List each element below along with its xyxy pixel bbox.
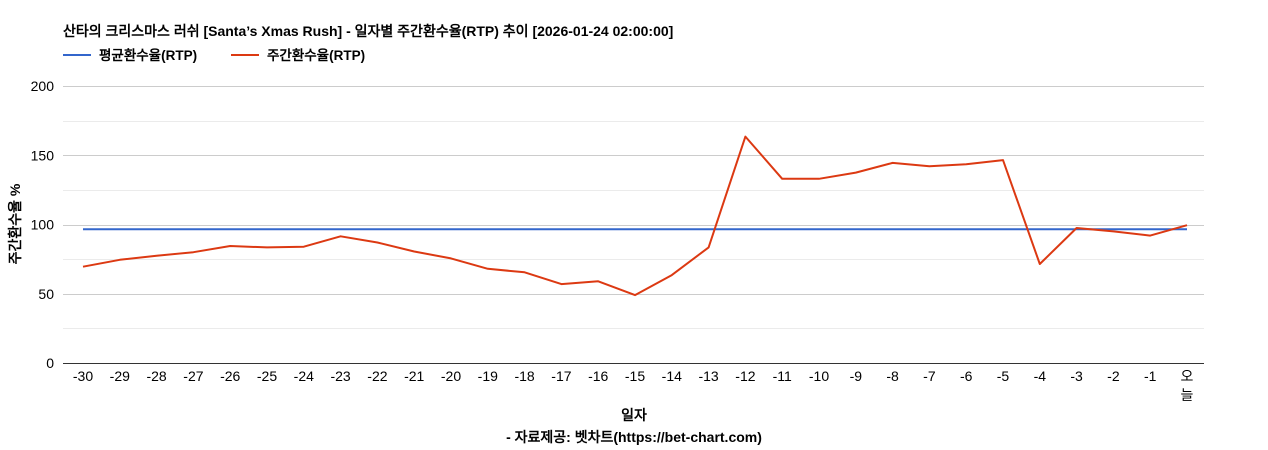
x-tick-label: -14 bbox=[662, 368, 682, 384]
legend-label-average: 평균환수율(RTP) bbox=[99, 47, 197, 63]
x-tick-label: -21 bbox=[404, 368, 424, 384]
chart-title: 산타의 크리스마스 러쉬 [Santa’s Xmas Rush] - 일자별 주… bbox=[63, 23, 673, 39]
x-tick-label: -9 bbox=[850, 368, 863, 384]
x-tick-label: 늘 bbox=[1181, 387, 1194, 403]
x-tick-label: -22 bbox=[367, 368, 387, 384]
x-tick-label: -7 bbox=[923, 368, 936, 384]
y-axis-ticks: 0 50 100 150 200 bbox=[31, 78, 55, 371]
x-tick-label: -11 bbox=[773, 368, 792, 384]
legend-item-weekly[interactable]: 주간환수율(RTP) bbox=[231, 47, 365, 63]
x-tick-label: -16 bbox=[588, 368, 608, 384]
x-tick-label: -27 bbox=[183, 368, 203, 384]
x-tick-label: -29 bbox=[110, 368, 130, 384]
x-tick-label: -6 bbox=[960, 368, 973, 384]
x-tick-label: -23 bbox=[330, 368, 350, 384]
x-tick-label: -10 bbox=[809, 368, 829, 384]
x-axis-ticks: -30 -29 -28 -27 -26 -25 -24 -23 -22 -21 -20 -19 -18 -… bbox=[73, 368, 1194, 403]
x-tick-label: -12 bbox=[735, 368, 755, 384]
y-tick-label: 0 bbox=[46, 355, 54, 371]
legend-item-average[interactable]: 평균환수율(RTP) bbox=[63, 47, 197, 63]
x-tick-label: -19 bbox=[478, 368, 498, 384]
x-tick-label: -18 bbox=[514, 368, 534, 384]
x-tick-label: -5 bbox=[997, 368, 1010, 384]
x-tick-label: -30 bbox=[73, 368, 93, 384]
x-tick-label: -3 bbox=[1070, 368, 1083, 384]
x-tick-label: -13 bbox=[698, 368, 718, 384]
legend: 평균환수율(RTP) 주간환수율(RTP) bbox=[63, 47, 365, 63]
x-tick-label: -26 bbox=[220, 368, 240, 384]
y-tick-label: 150 bbox=[31, 147, 55, 163]
x-tick-label: -1 bbox=[1144, 368, 1157, 384]
series-line-weekly bbox=[82, 135, 1188, 297]
x-tick-label: 오 bbox=[1181, 368, 1194, 384]
x-tick-label: -4 bbox=[1034, 368, 1047, 384]
x-tick-label: -15 bbox=[625, 368, 645, 384]
series-lines bbox=[82, 135, 1188, 297]
source-note: - 자료제공: 벳차트(https://bet-chart.com) bbox=[506, 429, 762, 445]
gridlines bbox=[63, 86, 1204, 329]
y-tick-label: 200 bbox=[31, 78, 55, 94]
x-tick-label: -8 bbox=[886, 368, 899, 384]
legend-label-weekly: 주간환수율(RTP) bbox=[267, 47, 365, 63]
x-tick-label: -28 bbox=[146, 368, 166, 384]
x-tick-label: -25 bbox=[257, 368, 277, 384]
y-axis-title: 주간환수율 % bbox=[7, 183, 23, 264]
x-tick-label: -2 bbox=[1107, 368, 1120, 384]
y-tick-label: 100 bbox=[31, 217, 55, 233]
x-tick-label: -24 bbox=[294, 368, 314, 384]
y-tick-label: 50 bbox=[38, 286, 54, 302]
x-tick-label: -17 bbox=[551, 368, 571, 384]
x-tick-label: -20 bbox=[441, 368, 461, 384]
x-axis-title: 일자 bbox=[621, 407, 647, 423]
